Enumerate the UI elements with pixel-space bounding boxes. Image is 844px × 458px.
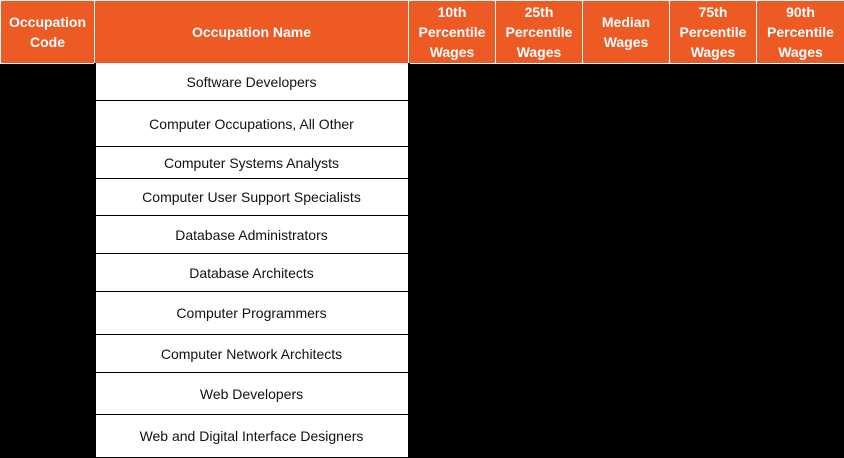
- code-cell: [0, 291, 95, 335]
- table-row: Web Developers: [0, 372, 844, 415]
- p75-cell: [669, 372, 757, 415]
- occupation-name-cell: Web Developers: [93, 372, 410, 415]
- median-cell: [582, 334, 670, 373]
- median-cell: [582, 215, 670, 254]
- table-row: Computer Systems Analysts: [0, 146, 844, 179]
- occupation-name-cell: Computer Programmers: [93, 291, 410, 335]
- code-cell: [0, 372, 95, 415]
- code-cell: [0, 100, 95, 147]
- p75-cell: [669, 291, 757, 335]
- table-row: Database Architects: [0, 253, 844, 292]
- p10-cell: [408, 372, 496, 415]
- table-row: Software Developers: [0, 63, 844, 101]
- code-cell: [0, 146, 95, 179]
- median-cell: [582, 291, 670, 335]
- p25-cell: [495, 253, 583, 292]
- p25-cell: [495, 215, 583, 254]
- median-cell: [582, 100, 670, 147]
- header-occupation-code: Occupation Code: [0, 0, 95, 64]
- p75-cell: [669, 63, 757, 101]
- p75-cell: [669, 414, 757, 458]
- table-row: Computer User Support Specialists: [0, 178, 844, 216]
- occupation-name-cell: Software Developers: [93, 63, 410, 101]
- p75-cell: [669, 178, 757, 216]
- p75-cell: [669, 100, 757, 147]
- p25-cell: [495, 414, 583, 458]
- median-cell: [582, 414, 670, 458]
- p10-cell: [408, 178, 496, 216]
- header-25th-percentile: 25th Percentile Wages: [495, 0, 583, 64]
- median-cell: [582, 253, 670, 292]
- p10-cell: [408, 146, 496, 179]
- p10-cell: [408, 414, 496, 458]
- p25-cell: [495, 178, 583, 216]
- header-90th-percentile: 90th Percentile Wages: [756, 0, 844, 64]
- p75-cell: [669, 215, 757, 254]
- p75-cell: [669, 253, 757, 292]
- occupation-name-cell: Computer Network Architects: [93, 334, 410, 373]
- occupation-name-cell: Computer Systems Analysts: [93, 146, 410, 179]
- p25-cell: [495, 291, 583, 335]
- p10-cell: [408, 215, 496, 254]
- p90-cell: [756, 146, 844, 179]
- p25-cell: [495, 146, 583, 179]
- header-10th-percentile: 10th Percentile Wages: [408, 0, 496, 64]
- p10-cell: [408, 100, 496, 147]
- table-row: Database Administrators: [0, 215, 844, 254]
- p90-cell: [756, 100, 844, 147]
- p10-cell: [408, 63, 496, 101]
- median-cell: [582, 63, 670, 101]
- p25-cell: [495, 100, 583, 147]
- p90-cell: [756, 253, 844, 292]
- p75-cell: [669, 146, 757, 179]
- p25-cell: [495, 334, 583, 373]
- code-cell: [0, 63, 95, 101]
- p90-cell: [756, 63, 844, 101]
- p10-cell: [408, 253, 496, 292]
- table-row: Computer Programmers: [0, 291, 844, 335]
- table-row: Web and Digital Interface Designers: [0, 414, 844, 458]
- p90-cell: [756, 291, 844, 335]
- code-cell: [0, 215, 95, 254]
- p75-cell: [669, 334, 757, 373]
- p90-cell: [756, 178, 844, 216]
- occupation-name-cell: Database Administrators: [93, 215, 410, 254]
- occupation-name-cell: Computer User Support Specialists: [93, 178, 410, 216]
- median-cell: [582, 372, 670, 415]
- p10-cell: [408, 291, 496, 335]
- p90-cell: [756, 334, 844, 373]
- p25-cell: [495, 372, 583, 415]
- header-median: Median Wages: [582, 0, 670, 64]
- header-row: Occupation Code Occupation Name 10th Per…: [0, 0, 844, 64]
- occupation-name-cell: Computer Occupations, All Other: [93, 100, 410, 147]
- p10-cell: [408, 334, 496, 373]
- p90-cell: [756, 414, 844, 458]
- median-cell: [582, 178, 670, 216]
- code-cell: [0, 414, 95, 458]
- occupation-name-cell: Web and Digital Interface Designers: [93, 414, 410, 458]
- p25-cell: [495, 63, 583, 101]
- code-cell: [0, 334, 95, 373]
- p90-cell: [756, 215, 844, 254]
- median-cell: [582, 146, 670, 179]
- table-row: Computer Network Architects: [0, 334, 844, 373]
- code-cell: [0, 253, 95, 292]
- code-cell: [0, 178, 95, 216]
- occupation-name-cell: Database Architects: [93, 253, 410, 292]
- table-row: Computer Occupations, All Other: [0, 100, 844, 147]
- header-occupation-name: Occupation Name: [94, 0, 409, 64]
- header-75th-percentile: 75th Percentile Wages: [669, 0, 757, 64]
- p90-cell: [756, 372, 844, 415]
